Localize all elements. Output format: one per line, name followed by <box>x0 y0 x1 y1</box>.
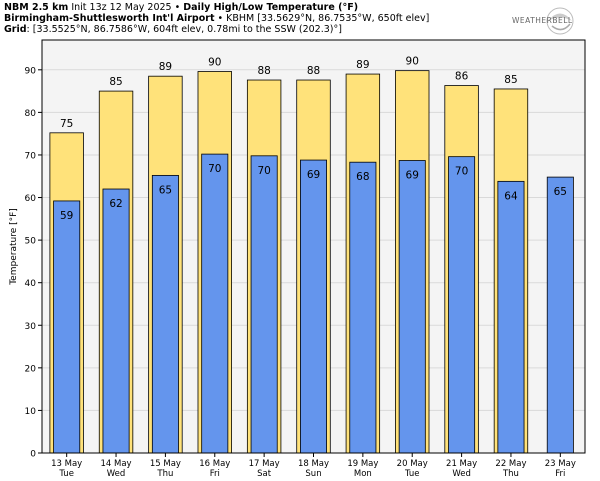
x-tick-date: 20 May <box>397 459 428 469</box>
low-temp-label: 69 <box>307 169 320 181</box>
high-temp-label: 75 <box>60 118 73 130</box>
grid-info: [33.5525°N, 86.7586°W, 604ft elev, 0.78m… <box>32 24 342 35</box>
grid-label: Grid <box>4 24 27 35</box>
x-tick-day: Fri <box>555 469 565 479</box>
x-tick-date: 19 May <box>347 459 378 469</box>
x-tick-date: 16 May <box>199 459 230 469</box>
low-temp-label: 65 <box>554 186 567 198</box>
high-temp-label: 85 <box>504 74 517 86</box>
high-temp-label: 86 <box>455 71 469 83</box>
swirl-logo-icon <box>546 7 574 35</box>
x-tick-date: 18 May <box>298 459 329 469</box>
x-tick-date: 23 May <box>545 459 576 469</box>
bars: 75 59 85 62 89 65 90 70 88 70 88 69 89 68 90 69 86 70 85 64… <box>49 56 574 454</box>
y-tick-label: 20 <box>25 364 37 374</box>
high-temp-label: 89 <box>159 61 172 73</box>
y-tick-label: 60 <box>25 194 37 204</box>
x-tick-date: 14 May <box>100 459 131 469</box>
plot-frame <box>41 39 586 454</box>
low-temp-bar <box>300 159 327 454</box>
low-temp-label: 59 <box>60 210 73 222</box>
x-tick-day: Wed <box>452 469 471 479</box>
x-tick-day: Thu <box>156 469 173 479</box>
init-time: Init 13z 12 May 2025 <box>71 2 172 13</box>
x-tick-day: Sun <box>305 469 321 479</box>
station-name: Birmingham-Shuttlesworth Int'l Airport <box>4 13 215 24</box>
y-tick-label: 70 <box>25 151 37 161</box>
high-temp-label: 85 <box>109 76 122 88</box>
y-tick-label: 90 <box>25 66 37 76</box>
y-tick-label: 10 <box>25 407 37 417</box>
header-line-1: NBM 2.5 km Init 13z 12 May 2025 • Daily … <box>4 2 358 13</box>
logo-text: WEATHERBELL <box>512 16 573 25</box>
high-temp-label: 89 <box>356 59 369 71</box>
low-temp-label: 68 <box>356 171 369 183</box>
low-temp-label: 64 <box>504 190 518 202</box>
x-tick-date: 22 May <box>495 459 526 469</box>
x-tick-date: 15 May <box>150 459 181 469</box>
low-temp-bar <box>546 176 574 454</box>
low-temp-label: 70 <box>455 166 468 178</box>
low-temp-bar <box>349 161 377 454</box>
x-tick-day: Thu <box>502 469 519 479</box>
low-temp-label: 62 <box>109 198 122 210</box>
low-temp-label: 70 <box>208 163 221 175</box>
low-temp-bar <box>53 200 81 454</box>
y-axis-label: Temperature [°F] <box>9 208 19 286</box>
x-tick-day: Tue <box>58 469 74 479</box>
chart-title: Daily High/Low Temperature (°F) <box>183 2 359 13</box>
low-temp-bar <box>102 188 130 454</box>
y-tick-label: 40 <box>25 279 37 289</box>
x-tick-day: Mon <box>354 469 372 479</box>
separator: • <box>217 13 224 24</box>
model-name: NBM 2.5 km <box>4 2 69 13</box>
low-temp-bar <box>398 160 426 454</box>
low-temp-label: 70 <box>257 165 270 177</box>
high-temp-label: 90 <box>406 56 419 68</box>
x-tick-day: Sat <box>257 469 272 479</box>
weatherbell-logo: WEATHERBELL <box>500 4 596 38</box>
low-temp-bar <box>497 180 525 454</box>
y-tick-label: 30 <box>25 322 37 332</box>
header-line-2: Birmingham-Shuttlesworth Int'l Airport •… <box>4 13 429 24</box>
low-temp-bar <box>250 155 278 454</box>
x-tick-date: 17 May <box>249 459 280 469</box>
low-temp-label: 69 <box>406 169 419 181</box>
high-temp-label: 88 <box>257 65 270 77</box>
station-info: KBHM [33.5629°N, 86.7535°W, 650ft elev] <box>226 13 430 24</box>
y-tick-label: 50 <box>25 237 37 247</box>
y-axis: 0 10 20 30 40 50 60 70 80 90 <box>25 66 42 460</box>
x-tick-date: 21 May <box>446 459 477 469</box>
header-line-3: Grid: [33.5525°N, 86.7586°W, 604ft elev,… <box>4 24 342 35</box>
separator: • <box>174 2 181 13</box>
x-tick-day: Fri <box>210 469 220 479</box>
x-tick-day: Wed <box>107 469 126 479</box>
high-temp-label: 90 <box>208 57 221 69</box>
low-temp-label: 65 <box>159 184 172 196</box>
y-tick-label: 80 <box>25 109 37 119</box>
y-tick-label: 0 <box>30 450 36 460</box>
high-temp-label: 88 <box>307 65 320 77</box>
low-temp-bar <box>448 156 476 454</box>
x-tick-day: Tue <box>404 469 420 479</box>
x-tick-date: 13 May <box>51 459 82 469</box>
low-temp-bar <box>201 153 229 454</box>
low-temp-bar <box>151 174 179 454</box>
